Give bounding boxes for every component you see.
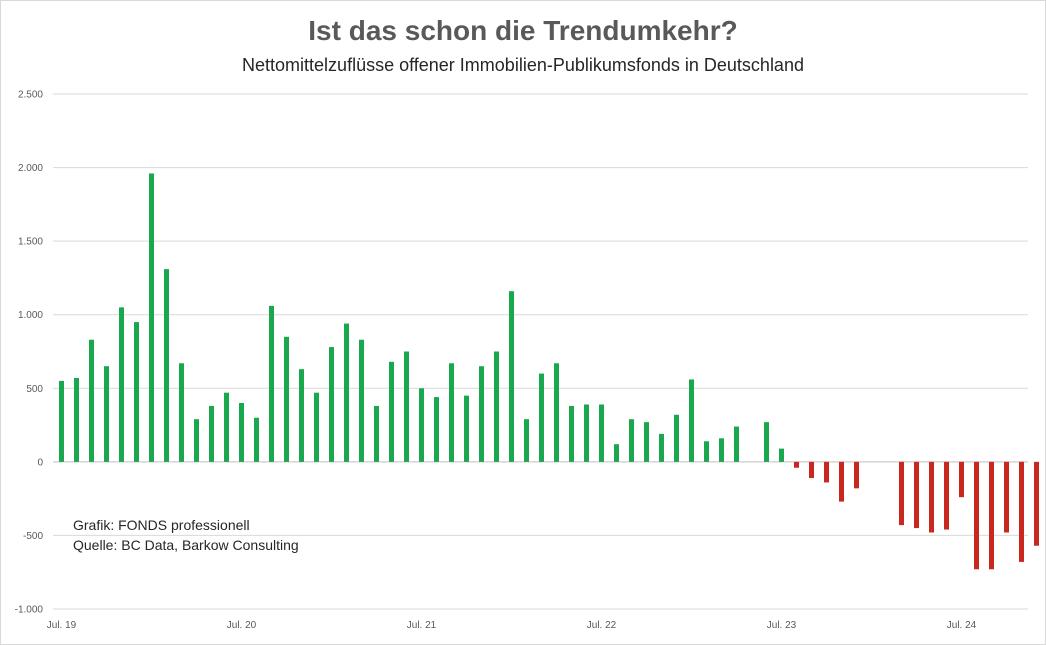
y-tick-label: -1.000 [15,605,44,616]
bar [359,339,364,462]
bar [929,461,934,533]
bar [584,404,589,462]
bar [629,419,634,462]
x-tick-label: Jul. 21 [407,620,437,631]
bar [389,361,394,462]
bar [1004,461,1009,533]
y-tick-label: 1.000 [18,310,43,321]
bar [464,395,469,462]
bar [524,419,529,462]
bar [194,419,199,462]
bar [554,363,559,462]
bar [179,363,184,462]
bar [164,269,169,462]
bar [134,322,139,462]
bar [254,417,259,462]
y-tick-label: 500 [26,384,43,395]
bar [59,380,64,462]
bar [854,461,859,489]
bar [914,461,919,529]
bar [374,405,379,462]
bar [689,379,694,462]
bar [674,414,679,462]
chart-title: Ist das schon die Trendumkehr? [308,15,738,46]
bar [494,351,499,462]
y-tick-label: 0 [37,457,43,468]
bar [599,404,604,462]
annotation-grafik: Grafik: FONDS professionell [73,517,250,533]
bar [104,366,109,462]
bar [1019,461,1024,562]
bar [944,461,949,530]
bar [719,438,724,462]
annotation-quelle: Quelle: BC Data, Barkow Consulting [73,537,299,553]
bar [344,323,349,462]
y-tick-label: 1.500 [18,237,43,248]
bar [419,388,424,462]
bar [809,461,814,479]
bar [644,422,649,462]
bar [974,461,979,570]
bar [539,373,544,462]
x-tick-label: Jul. 20 [227,620,257,631]
bar [764,422,769,462]
bar [1034,461,1039,546]
bar [614,444,619,462]
y-tick-label: -500 [23,531,43,542]
chart-subtitle: Nettomittelzuflüsse offener Immobilien-P… [242,55,804,75]
bar [779,448,784,462]
bar [314,392,319,462]
x-tick-label: Jul. 24 [947,620,977,631]
bar [734,426,739,462]
x-tick-label: Jul. 23 [767,620,797,631]
bar [569,405,574,462]
bar [794,461,799,468]
y-tick-label: 2.000 [18,163,43,174]
bar [119,307,124,462]
bar [659,433,664,462]
bar [239,403,244,462]
bar [74,377,79,462]
bar [149,173,154,462]
bar [899,461,904,526]
x-tick-label: Jul. 22 [587,620,617,631]
bar [284,336,289,462]
bar [299,369,304,462]
y-tick-label: 2.500 [18,90,43,101]
x-tick-label: Jul. 19 [47,620,77,631]
bar [209,405,214,462]
bar [269,305,274,462]
bar [989,461,994,570]
bar [89,339,94,462]
bar [434,397,439,462]
bar [839,461,844,502]
bar [704,441,709,462]
bar [224,392,229,462]
bar [479,366,484,462]
bar [404,351,409,462]
bar [824,461,829,483]
bar [329,347,334,462]
bar [509,291,514,462]
bar [449,363,454,462]
bar [959,461,964,498]
